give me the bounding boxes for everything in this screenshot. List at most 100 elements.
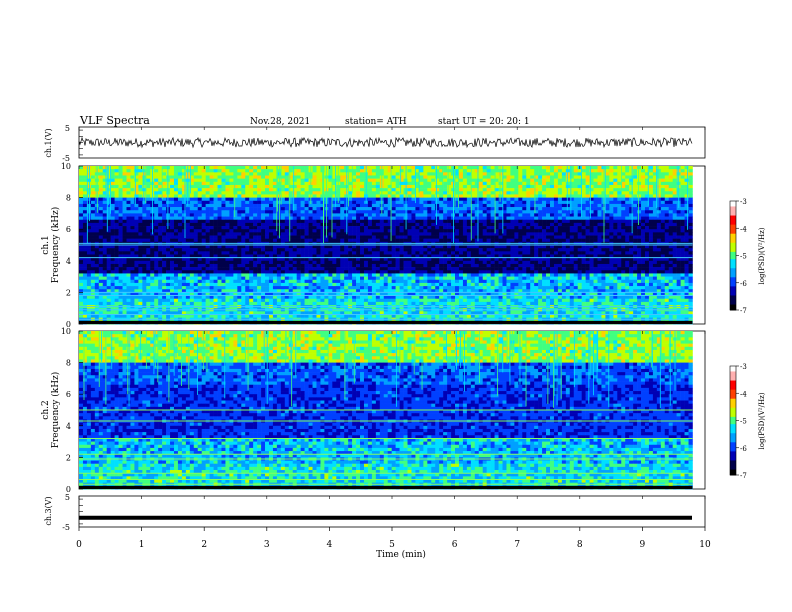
spectrogram-cell: [431, 172, 436, 176]
spectrogram-cell: [435, 191, 440, 195]
spectrogram-cell: [241, 200, 246, 205]
spectrogram-cell: [229, 178, 234, 183]
spectrogram-cell: [625, 194, 630, 198]
spectrogram-cell: [122, 238, 127, 243]
spectrogram-cell: [170, 248, 175, 252]
spectrogram-cell: [601, 191, 606, 195]
spectrogram-cell: [561, 260, 567, 265]
spectrogram-cell: [213, 235, 218, 239]
spectrogram-cell: [197, 263, 202, 268]
spectrogram-cell: [597, 245, 602, 249]
spectrogram-cell: [415, 175, 420, 179]
spectrogram-cell: [154, 194, 159, 198]
spectrogram-cell: [399, 191, 404, 195]
spectrogram-cell: [249, 166, 254, 170]
spectrogram-cell: [90, 178, 96, 183]
spectrogram-cell: [268, 184, 274, 189]
spectrogram-cell: [549, 257, 555, 262]
spectrogram-cell: [312, 219, 317, 224]
spectrogram-cell: [292, 175, 297, 179]
spectrogram-cell: [193, 191, 199, 195]
spectrogram-cell: [573, 235, 578, 239]
spectrogram-cell: [407, 216, 412, 221]
spectrogram-cell: [79, 207, 84, 211]
spectrogram-cell: [462, 172, 468, 176]
spectrogram-cell: [668, 229, 673, 233]
spectrogram-cell: [597, 229, 602, 233]
spectrogram-cell: [609, 166, 614, 170]
spectrogram-cell: [221, 184, 226, 189]
spectrogram-cell: [474, 181, 480, 186]
spectrogram-cell: [272, 181, 278, 186]
spectrogram-cell: [451, 222, 456, 227]
spectrogram-cell: [522, 166, 527, 170]
spectrogram-cell: [617, 257, 622, 262]
spectrogram-cell: [581, 257, 586, 262]
spectrogram-cell: [134, 191, 139, 195]
spectrogram-cell: [633, 213, 638, 217]
spectrogram-cell: [320, 200, 325, 205]
spectrogram-cell: [94, 222, 100, 227]
spectrogram-cell: [423, 194, 428, 198]
spectrogram-cell: [573, 226, 578, 230]
spectrogram-cell: [609, 219, 614, 224]
spectrogram-cell: [462, 203, 468, 208]
spectrogram-cell: [122, 200, 127, 205]
spectrogram-cell: [577, 210, 582, 214]
spectrogram-cell: [304, 191, 309, 195]
spectrogram-cell: [257, 248, 262, 252]
spectrogram-cell: [569, 263, 575, 268]
spectrogram-cell: [217, 248, 222, 252]
spectrogram-cell: [569, 184, 575, 189]
spectrogram-cell: [383, 238, 389, 243]
spectrogram-cell: [181, 181, 187, 186]
spectrogram-cell: [356, 188, 361, 192]
spectrogram-cell: [502, 203, 507, 208]
spectrogram-cell: [637, 238, 642, 243]
spectrogram-cell: [490, 207, 495, 211]
spectrogram-cell: [114, 226, 119, 230]
spectrogram-cell: [538, 191, 543, 195]
spectrogram-cell: [90, 248, 96, 252]
spectrogram-cell: [451, 229, 456, 233]
spectrogram-cell: [458, 188, 464, 192]
spectrogram-cell: [110, 200, 115, 205]
spectrogram-cell: [225, 184, 230, 189]
spectrogram-cell: [534, 200, 539, 205]
spectrogram-cell: [589, 238, 594, 243]
spectrogram-cell: [170, 238, 175, 243]
spectrogram-cell: [498, 260, 503, 265]
spectrogram-cell: [680, 197, 685, 202]
spectrogram-cell: [415, 229, 420, 233]
spectrogram-cell: [142, 207, 147, 211]
spectrogram-cell: [170, 260, 175, 265]
spectrogram-cell: [462, 251, 468, 255]
spectrogram-cell: [534, 257, 539, 262]
spectrogram-cell: [577, 219, 582, 224]
spectrogram-cell: [344, 226, 349, 230]
spectrogram-cell: [189, 181, 195, 186]
spectrogram-cell: [403, 235, 408, 239]
spectrogram-cell: [336, 203, 341, 208]
spectrogram-cell: [154, 172, 159, 176]
spectrogram-cell: [458, 260, 464, 265]
spectrogram-cell: [158, 197, 163, 202]
spectrogram-cell: [268, 238, 274, 243]
spectrogram-cell: [546, 254, 551, 258]
spectrogram-cell: [458, 263, 464, 268]
spectrogram-cell: [154, 210, 159, 214]
spectrogram-cell: [134, 169, 139, 173]
spectrogram-cell: [605, 207, 610, 211]
spectrogram-cell: [245, 229, 250, 233]
spectrogram-cell: [296, 229, 301, 233]
spectrogram-cell: [181, 175, 187, 179]
spectrogram-cell: [569, 232, 575, 236]
spectrogram-cell: [652, 169, 658, 173]
spectrogram-cell: [593, 194, 598, 198]
spectrogram-cell: [193, 207, 199, 211]
spectrogram-cell: [522, 232, 527, 236]
spectrogram-cell: [660, 194, 666, 198]
spectrogram-cell: [118, 245, 123, 249]
spectrogram-cell: [609, 210, 614, 214]
spectrogram-cell: [253, 181, 258, 186]
